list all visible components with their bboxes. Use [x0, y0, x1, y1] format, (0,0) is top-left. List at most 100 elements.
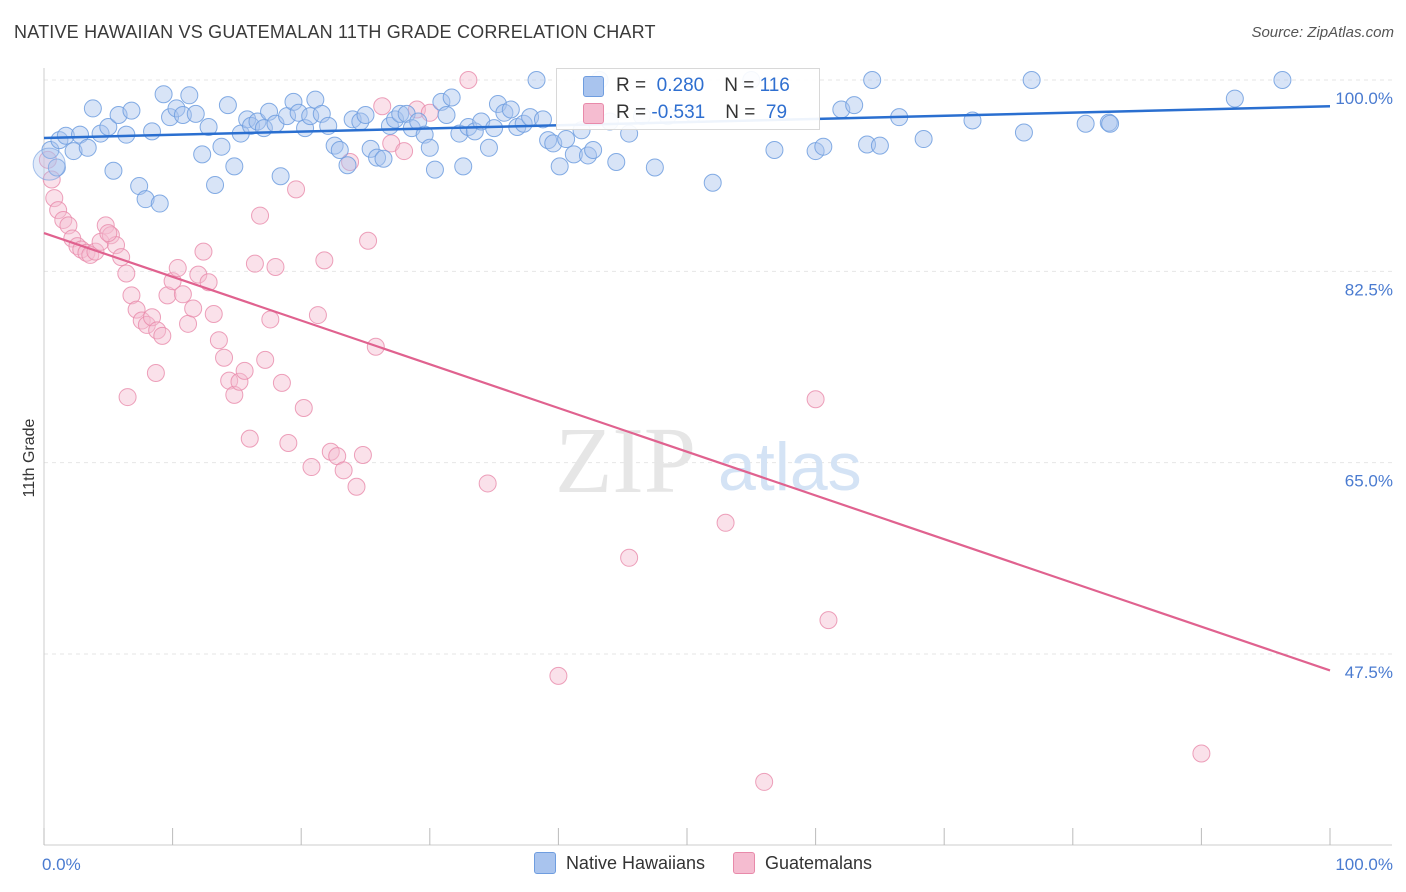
data-point-native-hawaiians [645, 158, 664, 177]
data-point-native-hawaiians [212, 137, 231, 156]
blue-n-value: 116 [759, 75, 790, 96]
data-point-guatemalans [819, 611, 838, 630]
data-point-native-hawaiians [248, 112, 267, 131]
data-point-native-hawaiians [386, 110, 405, 129]
x-tick-label-max: 100.0% [1335, 855, 1393, 874]
stats-legend: R = 0.280 N = 116 R = -0.531 N = 79 [556, 68, 820, 130]
data-point-native-hawaiians [845, 96, 864, 115]
data-point-native-hawaiians-cluster [32, 147, 66, 181]
data-point-guatemalans [204, 304, 223, 323]
data-point-native-hawaiians [180, 86, 199, 105]
data-point-guatemalans [716, 513, 735, 532]
data-point-guatemalans [315, 251, 334, 270]
data-point-native-hawaiians [420, 138, 439, 157]
data-point-guatemalans [235, 361, 254, 380]
data-point-guatemalans [1192, 744, 1211, 763]
data-point-guatemalans [101, 226, 120, 245]
data-point-guatemalans [148, 321, 167, 340]
legend-swatch-blue [533, 852, 556, 874]
data-point-native-hawaiians [454, 157, 473, 176]
stats-row-pink: R = -0.531 N = 79 [557, 99, 787, 127]
data-point-native-hawaiians [47, 158, 66, 177]
data-point-guatemalans [308, 306, 327, 325]
data-point-native-hawaiians [450, 124, 469, 143]
data-point-native-hawaiians [1014, 123, 1033, 142]
pink-n-label: N = [725, 102, 761, 123]
data-point-guatemalans [189, 265, 208, 284]
pink-n-value: 79 [760, 102, 788, 123]
data-point-guatemalans [478, 474, 497, 493]
data-point-native-hawaiians [1273, 71, 1292, 89]
data-point-native-hawaiians [218, 96, 237, 115]
data-point-guatemalans [173, 285, 192, 304]
pink-r-label: R = [616, 102, 652, 123]
data-point-native-hawaiians [199, 118, 218, 137]
data-point-native-hawaiians [391, 104, 410, 123]
pink-swatch [583, 102, 604, 124]
data-point-guatemalans [230, 372, 249, 391]
data-point-native-hawaiians [703, 173, 722, 192]
data-point-native-hawaiians [584, 140, 603, 159]
y-axis-label: 11th Grade [21, 418, 38, 497]
legend-label-guatemalans: Guatemalans [765, 852, 873, 873]
data-point-guatemalans [158, 286, 177, 305]
data-point-native-hawaiians [130, 177, 149, 196]
data-point-native-hawaiians [514, 114, 533, 133]
data-point-native-hawaiians [167, 99, 186, 118]
data-point-native-hawaiians [858, 135, 877, 154]
blue-n-label: N = [724, 75, 760, 96]
data-point-native-hawaiians [437, 105, 456, 124]
tick-labels: 47.5% 65.0% 82.5% 100.0% 0.0% 100.0% [42, 89, 1393, 874]
data-point-native-hawaiians [284, 92, 303, 111]
y-tick-label: 47.5% [1345, 663, 1393, 682]
data-point-native-hawaiians [1076, 114, 1095, 133]
data-point-native-hawaiians [154, 85, 173, 104]
data-point-guatemalans [334, 461, 353, 480]
data-point-native-hawaiians [356, 105, 375, 124]
data-point-native-hawaiians [289, 103, 308, 122]
data-point-native-hawaiians [186, 104, 205, 123]
data-point-guatemalans [373, 97, 392, 116]
data-point-native-hawaiians [104, 161, 123, 180]
watermark-zip: ZIP [555, 409, 696, 513]
data-point-native-hawaiians [1022, 71, 1041, 89]
data-point-guatemalans [45, 189, 64, 208]
data-point-native-hawaiians [136, 190, 155, 209]
data-point-native-hawaiians [64, 142, 83, 161]
data-point-guatemalans [302, 458, 321, 477]
data-point-native-hawaiians [557, 130, 576, 149]
data-point-guatemalans [99, 224, 118, 243]
data-point-native-hawaiians [863, 71, 882, 89]
data-point-native-hawaiians [564, 145, 583, 164]
data-point-native-hawaiians [539, 131, 558, 150]
watermark: ZIP atlas [555, 409, 862, 513]
data-point-native-hawaiians [374, 149, 393, 168]
data-point-native-hawaiians [914, 130, 933, 149]
data-point-native-hawaiians [1101, 114, 1120, 133]
pink-r-value: -0.531 [651, 102, 706, 123]
data-point-guatemalans [272, 373, 291, 392]
data-point-native-hawaiians [225, 157, 244, 176]
data-point-guatemalans [127, 300, 146, 319]
data-point-guatemalans [806, 390, 825, 409]
data-point-guatemalans [179, 314, 198, 333]
data-point-guatemalans [240, 429, 259, 448]
data-point-native-hawaiians [814, 137, 833, 156]
data-point-guatemalans [49, 201, 68, 220]
data-point-guatemalans [279, 433, 298, 452]
data-point-guatemalans [215, 348, 234, 367]
data-point-guatemalans [245, 254, 264, 273]
data-point-native-hawaiians [193, 145, 212, 164]
data-point-native-hawaiians [578, 146, 597, 165]
data-point-native-hawaiians [765, 140, 784, 159]
bottom-legend: Native Hawaiians Guatemalans [0, 852, 1406, 874]
data-point-native-hawaiians [1099, 113, 1118, 132]
trend-line-guatemalans [43, 232, 1331, 672]
data-point-guatemalans [266, 257, 285, 276]
data-point-native-hawaiians [122, 101, 141, 120]
data-point-guatemalans [209, 331, 228, 350]
legend-item-native-hawaiians: Native Hawaiians [533, 852, 705, 874]
axes [43, 68, 1392, 846]
blue-r-label: R = [616, 75, 652, 96]
